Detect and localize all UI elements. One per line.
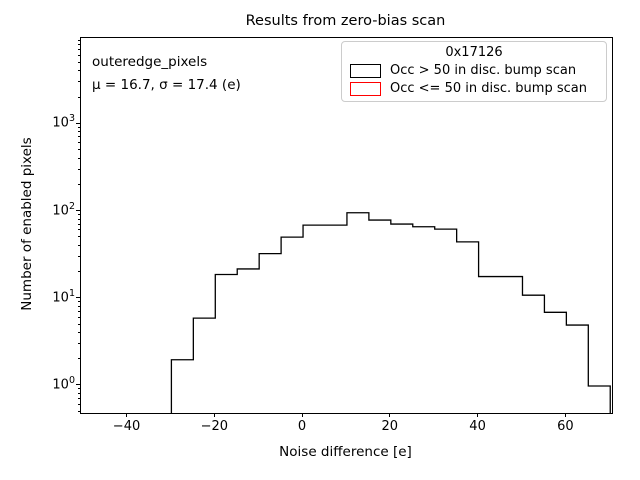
annotation-series-name: outeredge_pixels bbox=[92, 54, 208, 70]
x-tick-mark bbox=[389, 413, 391, 417]
y-minor-tick-mark bbox=[77, 70, 80, 72]
stats-annotation: outeredge_pixels μ = 16.7, σ = 17.4 (e) bbox=[92, 51, 241, 97]
y-tick-label: 101 bbox=[52, 287, 75, 306]
y-minor-tick-mark bbox=[77, 126, 80, 128]
y-minor-tick-mark bbox=[77, 49, 80, 51]
y-minor-tick-mark bbox=[77, 44, 80, 46]
y-minor-tick-mark bbox=[77, 136, 80, 138]
x-tick-label: −20 bbox=[200, 419, 228, 434]
x-tick-label: 0 bbox=[297, 419, 307, 434]
y-minor-tick-mark bbox=[77, 310, 80, 312]
y-minor-tick-mark bbox=[77, 392, 80, 394]
x-tick-label: 20 bbox=[381, 419, 399, 434]
y-minor-tick-mark bbox=[77, 229, 80, 231]
y-tick-mark bbox=[76, 122, 80, 124]
y-minor-tick-mark bbox=[77, 342, 80, 344]
y-minor-tick-mark bbox=[77, 223, 80, 225]
y-minor-tick-mark bbox=[77, 244, 80, 246]
y-minor-tick-mark bbox=[77, 323, 80, 325]
legend-swatch-black bbox=[350, 63, 381, 78]
y-minor-tick-mark bbox=[77, 316, 80, 318]
legend-title: 0x17126 bbox=[445, 45, 503, 60]
x-tick-label: 60 bbox=[557, 419, 574, 434]
legend-entry-label: Occ <= 50 in disc. bump scan bbox=[390, 81, 587, 96]
y-minor-tick-mark bbox=[77, 39, 80, 41]
y-minor-tick-mark bbox=[77, 131, 80, 133]
y-tick-mark bbox=[76, 297, 80, 299]
x-axis-label: Noise difference [e] bbox=[279, 444, 412, 460]
y-minor-tick-mark bbox=[77, 271, 80, 273]
y-minor-tick-mark bbox=[77, 403, 80, 405]
y-minor-tick-mark bbox=[77, 358, 80, 360]
y-tick-mark bbox=[76, 210, 80, 212]
y-minor-tick-mark bbox=[77, 55, 80, 57]
x-tick-mark bbox=[301, 413, 303, 417]
x-tick-mark bbox=[213, 413, 215, 417]
annotation-mu-sigma: μ = 16.7, σ = 17.4 (e) bbox=[92, 77, 241, 93]
y-minor-tick-mark bbox=[77, 236, 80, 238]
legend-swatch-red bbox=[350, 81, 381, 96]
y-minor-tick-mark bbox=[77, 305, 80, 307]
y-minor-tick-mark bbox=[77, 301, 80, 303]
x-tick-mark bbox=[126, 413, 128, 417]
y-minor-tick-mark bbox=[77, 388, 80, 390]
x-tick-mark bbox=[477, 413, 479, 417]
x-tick-label: 40 bbox=[469, 419, 486, 434]
legend: 0x17126 Occ > 50 in disc. bump scan Occ … bbox=[341, 41, 607, 102]
legend-entry-label: Occ > 50 in disc. bump scan bbox=[390, 63, 577, 78]
y-minor-tick-mark bbox=[77, 157, 80, 159]
y-axis-label: Number of enabled pixels bbox=[19, 137, 35, 311]
y-minor-tick-mark bbox=[77, 149, 80, 151]
legend-entry: Occ <= 50 in disc. bump scan bbox=[350, 81, 598, 96]
x-tick-mark bbox=[564, 413, 566, 417]
y-minor-tick-mark bbox=[77, 81, 80, 83]
y-tick-mark bbox=[76, 384, 80, 386]
y-minor-tick-mark bbox=[77, 96, 80, 98]
y-minor-tick-mark bbox=[77, 183, 80, 185]
y-minor-tick-mark bbox=[77, 255, 80, 257]
y-tick-label: 103 bbox=[52, 113, 75, 131]
y-minor-tick-mark bbox=[77, 168, 80, 170]
legend-entry: Occ > 50 in disc. bump scan bbox=[350, 63, 598, 78]
y-tick-label: 100 bbox=[52, 375, 75, 393]
y-tick-label: 102 bbox=[52, 200, 75, 219]
y-minor-tick-mark bbox=[77, 331, 80, 333]
histogram-step-line bbox=[170, 212, 611, 413]
histogram-svg bbox=[170, 212, 611, 413]
x-tick-label: −40 bbox=[112, 419, 141, 434]
y-minor-tick-mark bbox=[77, 397, 80, 399]
figure-title: Results from zero-bias scan bbox=[245, 13, 446, 29]
y-minor-tick-mark bbox=[77, 61, 80, 63]
y-minor-tick-mark bbox=[77, 142, 80, 144]
y-minor-tick-mark bbox=[77, 410, 80, 412]
y-minor-tick-mark bbox=[77, 214, 80, 216]
y-minor-tick-mark bbox=[77, 218, 80, 220]
